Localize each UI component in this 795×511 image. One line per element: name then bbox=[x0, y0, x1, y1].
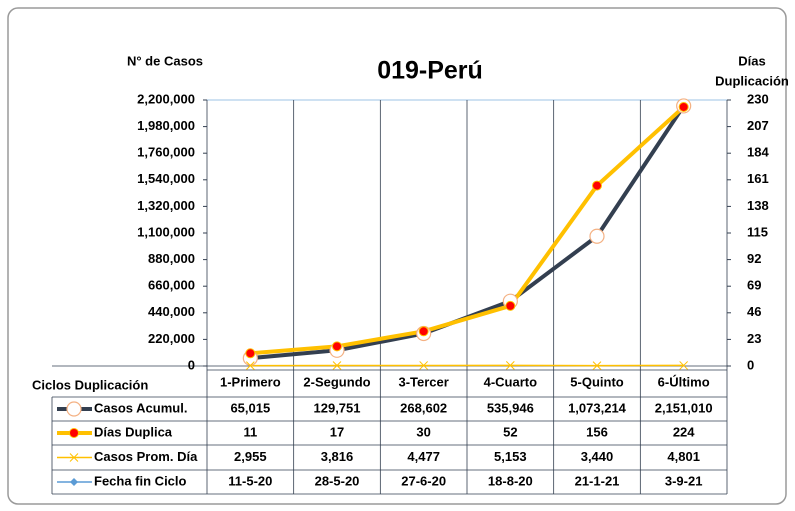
table-value: 268,602 bbox=[400, 400, 447, 415]
x-tick-label: 5-Quinto bbox=[570, 374, 623, 389]
table-value: 11 bbox=[243, 424, 257, 439]
marker bbox=[66, 401, 82, 417]
legend-label: Casos Acumul. bbox=[94, 400, 187, 415]
y-tick-label: 1,320,000 bbox=[137, 198, 195, 213]
legend-label: Fecha fin Ciclo bbox=[94, 473, 187, 488]
table-value: 1,073,214 bbox=[568, 400, 627, 415]
marker bbox=[419, 361, 429, 370]
y2-tick-label: 161 bbox=[747, 171, 769, 186]
marker bbox=[245, 361, 255, 370]
y-tick-label: 1,980,000 bbox=[137, 118, 195, 133]
table-value: 3-9-21 bbox=[665, 473, 703, 488]
table-value: 52 bbox=[503, 424, 517, 439]
y2-tick-label: 92 bbox=[747, 251, 761, 266]
table-value: 11-5-20 bbox=[228, 473, 272, 488]
y-tick-label: 0 bbox=[188, 357, 195, 372]
y2-tick-label: 184 bbox=[747, 145, 769, 160]
table-value: 65,015 bbox=[230, 400, 270, 415]
marker bbox=[679, 361, 689, 370]
table-value: 224 bbox=[673, 424, 695, 439]
y2-axis-label: Días bbox=[738, 53, 765, 68]
y-tick-label: 660,000 bbox=[148, 278, 195, 293]
y-tick-label: 1,100,000 bbox=[137, 224, 195, 239]
table-label: Ciclos Duplicación bbox=[32, 377, 148, 392]
marker bbox=[589, 228, 605, 244]
marker bbox=[592, 180, 602, 191]
x-tick-label: 1-Primero bbox=[220, 374, 281, 389]
x-tick-label: 3-Tercer bbox=[398, 374, 448, 389]
table-value: 21-1-21 bbox=[575, 473, 620, 488]
table-value: 3,816 bbox=[321, 449, 354, 464]
table-value: 2,955 bbox=[234, 449, 267, 464]
table-value: 2,151,010 bbox=[655, 400, 713, 415]
y2-tick-label: 23 bbox=[747, 331, 761, 346]
y-tick-label: 880,000 bbox=[148, 251, 195, 266]
marker bbox=[69, 453, 79, 462]
marker bbox=[69, 428, 79, 438]
table-value: 27-6-20 bbox=[401, 473, 446, 488]
x-tick-label: 6-Último bbox=[658, 374, 710, 389]
marker bbox=[505, 300, 516, 311]
table-value: 535,946 bbox=[487, 400, 534, 415]
y2-axis-label: Duplicación bbox=[715, 73, 789, 88]
x-tick-label: 4-Cuarto bbox=[484, 374, 538, 389]
y2-tick-label: 138 bbox=[747, 198, 769, 213]
y-tick-label: 2,200,000 bbox=[137, 91, 195, 106]
x-tick-label: 2-Segundo bbox=[303, 374, 370, 389]
table-value: 3,440 bbox=[581, 449, 614, 464]
table-value: 129,751 bbox=[314, 400, 361, 415]
table-value: 28-5-20 bbox=[315, 473, 360, 488]
table-value: 17 bbox=[330, 424, 344, 439]
legend-label: Días Duplica bbox=[94, 424, 173, 439]
y-tick-label: 220,000 bbox=[148, 331, 195, 346]
chart-frame bbox=[7, 7, 787, 505]
table-value: 4,801 bbox=[667, 449, 700, 464]
y2-tick-label: 230 bbox=[747, 91, 769, 106]
y-axis-label: N° de Casos bbox=[127, 53, 203, 68]
table-value: 4,477 bbox=[407, 449, 440, 464]
marker bbox=[678, 101, 689, 112]
y-tick-label: 1,760,000 bbox=[137, 145, 195, 160]
y-tick-label: 440,000 bbox=[148, 304, 195, 319]
marker bbox=[245, 348, 256, 359]
table-value: 156 bbox=[586, 424, 608, 439]
marker bbox=[418, 326, 429, 337]
marker bbox=[592, 361, 602, 370]
table-value: 30 bbox=[416, 424, 430, 439]
chart-title: 019-Perú bbox=[377, 57, 483, 85]
y2-tick-label: 207 bbox=[747, 118, 769, 133]
y2-tick-label: 69 bbox=[747, 278, 761, 293]
y-tick-label: 1,540,000 bbox=[137, 171, 195, 186]
y2-tick-label: 115 bbox=[747, 224, 768, 239]
marker bbox=[332, 361, 342, 370]
y2-tick-label: 46 bbox=[747, 304, 761, 319]
table-value: 5,153 bbox=[494, 449, 527, 464]
marker bbox=[332, 341, 342, 352]
series-line bbox=[250, 105, 686, 356]
table-value: 18-8-20 bbox=[488, 473, 533, 488]
legend-label: Casos Prom. Día bbox=[94, 449, 198, 464]
y2-tick-label: 0 bbox=[747, 357, 754, 372]
marker bbox=[70, 478, 78, 486]
marker bbox=[505, 361, 515, 370]
